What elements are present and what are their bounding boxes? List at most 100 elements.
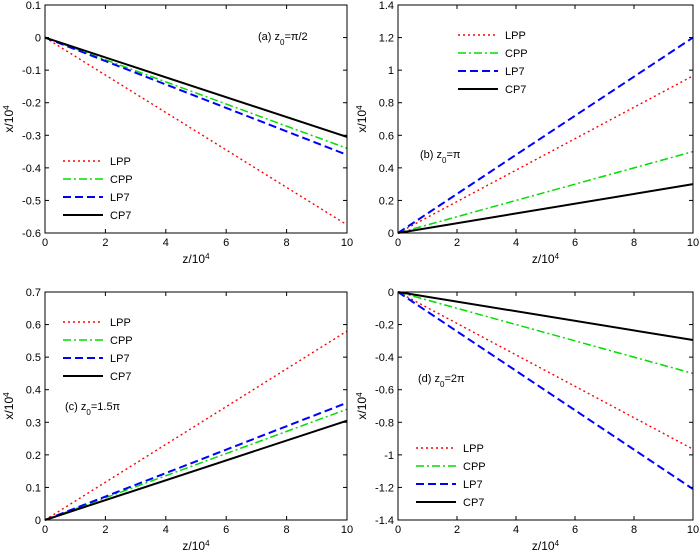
legend: LPP CPP LP7 CP7	[416, 443, 486, 509]
x-axis-label: z/104	[182, 539, 210, 553]
x-tick-label: 10	[687, 524, 699, 536]
x-tick-label: 0	[395, 237, 401, 249]
x-axis-label-part: z/10	[182, 252, 205, 266]
legend-label: CPP	[505, 48, 528, 60]
y-axis-label: x/104	[355, 392, 370, 420]
x-tick-label: 6	[223, 524, 229, 536]
y-tick-label: 0.7	[26, 287, 41, 299]
y-axis-label-part: x/10	[355, 110, 369, 133]
y-tick-label: 0.1	[26, 0, 41, 12]
x-tick-label: 4	[513, 237, 519, 249]
annotation-part: (c) z	[65, 401, 86, 413]
y-tick-label: 0	[388, 228, 394, 240]
annotation-part: 0	[442, 156, 447, 165]
series-line	[397, 183, 694, 234]
annotation: (a) z0=π/2	[258, 31, 308, 47]
axes-box	[44, 4, 348, 234]
y-tick-label: 1.4	[379, 0, 394, 12]
y-tick-label: 0.5	[26, 352, 41, 364]
subplot: 0 2 4 6 8 1000.20.40.60.811.21.4z/104x/104(b)…	[355, 0, 700, 266]
legend: LPP CPP LP7 CP7	[458, 30, 528, 96]
y-axis-label-part: 4	[355, 392, 364, 397]
y-tick-label: 0.2	[26, 450, 41, 462]
series-line	[44, 401, 348, 521]
legend-label: LPP	[463, 443, 484, 455]
series-line	[44, 408, 348, 521]
x-tick-label: 0	[42, 237, 48, 249]
annotation-part: =2π	[444, 373, 465, 385]
legend-label: LPP	[110, 317, 131, 329]
y-tick-label: 0	[35, 515, 41, 527]
legend: LPP CPP LP7 CP7	[63, 317, 133, 383]
x-axis-label: z/104	[182, 252, 210, 267]
x-axis-label-part: z/10	[182, 539, 205, 553]
x-tick-label: 2	[102, 524, 108, 536]
x-tick-label: 2	[102, 237, 108, 249]
x-tick-label: 10	[341, 237, 353, 249]
subplot: 0 2 4 6 8 1000.10.20.30.40.50.60.7z/104x/104(…	[2, 287, 354, 553]
series-line	[397, 36, 694, 234]
x-tick-label: 8	[631, 237, 637, 249]
y-tick-label: 0.8	[379, 98, 394, 110]
y-axis-label-part: x/10	[2, 110, 16, 133]
y-tick-label: 1	[388, 65, 394, 77]
y-tick-label: 0	[35, 33, 41, 45]
y-tick-label: -0.4	[22, 163, 41, 175]
legend: LPP CPP LP7 CP7	[63, 156, 133, 222]
series-line	[397, 150, 694, 234]
y-tick-label: -0.5	[22, 195, 41, 207]
x-axis-label-part: 4	[555, 539, 560, 548]
y-axis-label-part: 4	[2, 105, 11, 110]
x-tick-label: 6	[572, 237, 578, 249]
series-line	[44, 330, 348, 521]
x-tick-label: 8	[284, 237, 290, 249]
x-tick-label: 8	[284, 524, 290, 536]
series-line	[397, 291, 694, 375]
annotation-part: =π	[446, 149, 460, 161]
y-tick-label: -0.2	[22, 98, 41, 110]
legend-label: CPP	[110, 335, 133, 347]
y-tick-label: 0.2	[379, 195, 394, 207]
annotation-part: 0	[280, 38, 285, 47]
series-line	[397, 75, 694, 234]
series-line	[44, 419, 348, 521]
annotation-part: (a) z	[258, 31, 280, 43]
annotation-part: (b) z	[420, 149, 442, 161]
y-tick-label: 0.1	[26, 482, 41, 494]
x-tick-label: 4	[163, 524, 169, 536]
legend-label: LP7	[505, 66, 525, 78]
annotation: (c) z0=1.5π	[65, 401, 121, 417]
y-axis-label-part: 4	[355, 105, 364, 110]
y-tick-label: 0.6	[26, 320, 41, 332]
annotation-part: =π/2	[284, 31, 307, 43]
legend-label: LPP	[110, 156, 131, 168]
y-axis-label-part: x/10	[355, 397, 369, 420]
legend-label: LP7	[110, 353, 130, 365]
y-axis-label: x/104	[355, 105, 370, 133]
series-line	[44, 36, 348, 138]
legend-label: CP7	[110, 210, 131, 222]
legend-label: CPP	[110, 174, 133, 186]
y-axis-label-part: 4	[2, 392, 11, 397]
legend-label: CP7	[110, 371, 131, 383]
series-line	[44, 36, 348, 226]
y-axis-label: x/104	[2, 392, 17, 420]
x-axis-label-part: 4	[205, 539, 210, 548]
annotation: (d) z0=2π	[418, 373, 465, 389]
x-tick-label: 4	[163, 237, 169, 249]
series-line	[44, 36, 348, 150]
x-axis-label-part: 4	[555, 252, 560, 261]
legend-label: CPP	[463, 461, 486, 473]
x-tick-label: 2	[454, 237, 460, 249]
legend-label: LP7	[463, 479, 483, 491]
y-tick-label: 1.2	[379, 33, 394, 45]
x-tick-label: 6	[223, 237, 229, 249]
x-tick-label: 0	[42, 524, 48, 536]
series-line	[397, 291, 694, 490]
series-line	[397, 291, 694, 342]
x-tick-label: 10	[687, 237, 699, 249]
annotation-part: 0	[86, 408, 91, 417]
x-axis-label-part: z/10	[532, 539, 555, 553]
annotation: (b) z0=π	[420, 149, 461, 165]
